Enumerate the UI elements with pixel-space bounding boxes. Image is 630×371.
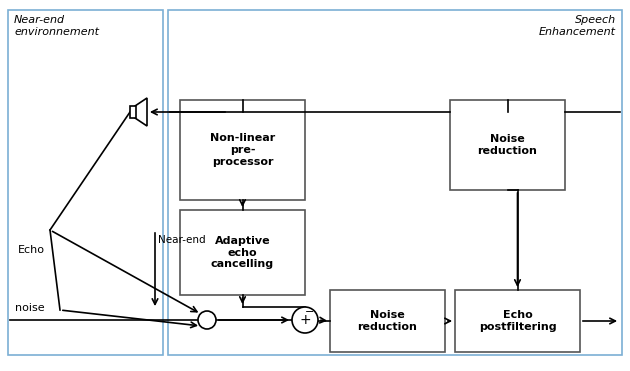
Text: Adaptive
echo
cancelling: Adaptive echo cancelling — [211, 236, 274, 269]
Text: Noise
reduction: Noise reduction — [358, 310, 418, 332]
Text: Speech
Enhancement: Speech Enhancement — [539, 15, 616, 37]
Text: +: + — [299, 313, 311, 327]
Bar — [130, 106, 136, 118]
Text: Echo: Echo — [18, 245, 45, 255]
Circle shape — [198, 311, 216, 329]
Text: Non-linear
pre-
processor: Non-linear pre- processor — [210, 134, 275, 167]
Text: Near-end: Near-end — [158, 235, 205, 245]
Circle shape — [292, 307, 318, 333]
Bar — [180, 210, 305, 295]
Polygon shape — [135, 98, 147, 126]
Text: −: − — [306, 307, 315, 317]
Bar — [180, 100, 305, 200]
Bar — [168, 10, 622, 355]
Text: Near-end
environnement: Near-end environnement — [14, 15, 99, 37]
Bar — [450, 100, 565, 190]
Text: Noise
reduction: Noise reduction — [478, 134, 537, 156]
Bar — [8, 10, 163, 355]
Text: Echo
postfiltering: Echo postfiltering — [479, 310, 556, 332]
Bar — [330, 290, 445, 352]
Text: noise: noise — [15, 303, 45, 313]
Bar — [455, 290, 580, 352]
